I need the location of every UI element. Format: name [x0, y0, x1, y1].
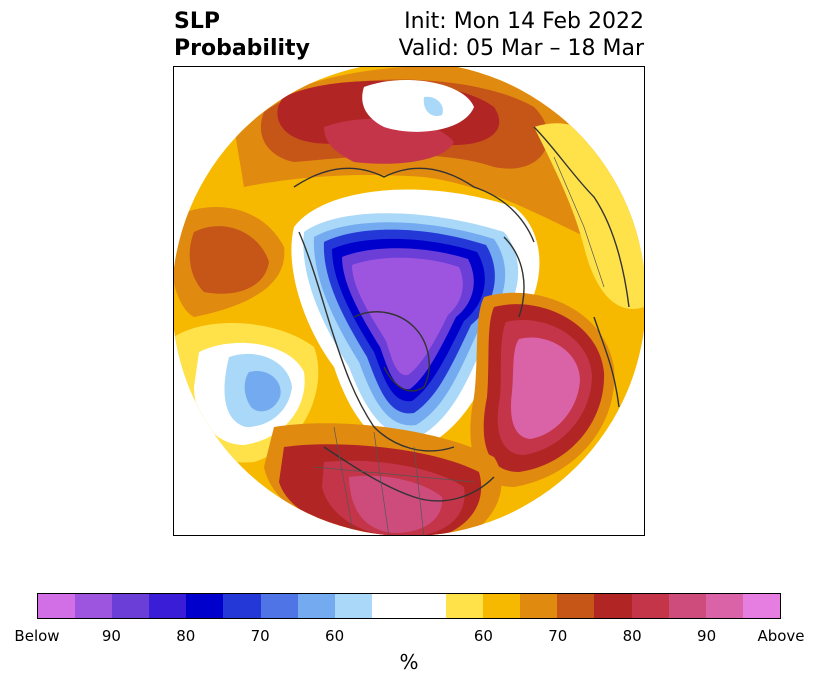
- colorbar-swatch: [446, 594, 484, 618]
- colorbar-unit-label: %: [399, 650, 419, 674]
- colorbar-tick-label: Above: [757, 627, 805, 645]
- chart-title-right: Init: Mon 14 Feb 2022 Valid: 05 Mar – 18…: [399, 8, 644, 62]
- na-95: [352, 257, 463, 376]
- colorbar-tick-label: 60: [473, 627, 493, 645]
- arctic-white: [362, 79, 474, 132]
- arctic-blue: [423, 96, 443, 117]
- product-name: Probability: [174, 36, 310, 61]
- atlantic-90: [510, 337, 580, 439]
- colorbar-swatch: [297, 594, 335, 618]
- colorbar-tick-label: 80: [622, 627, 642, 645]
- colorbar-swatch: [631, 594, 669, 618]
- variable-name: SLP: [174, 9, 220, 34]
- coastlines: [293, 126, 630, 502]
- map-canvas: [174, 67, 644, 535]
- aleutian-70: [244, 371, 281, 412]
- colorbar-swatch: [334, 594, 372, 618]
- chart-title-left: SLP Probability: [174, 8, 310, 62]
- init-date: Init: Mon 14 Feb 2022: [404, 9, 644, 34]
- colorbar-swatch: [742, 594, 780, 618]
- probability-map: [173, 66, 645, 536]
- colorbar-swatch: [705, 594, 743, 618]
- colorbar-swatch: [186, 594, 224, 618]
- pacific-75: [189, 226, 269, 294]
- colorbar-swatch: [371, 594, 409, 618]
- valid-range: Valid: 05 Mar – 18 Mar: [398, 36, 644, 61]
- colorbar-swatch: [408, 594, 447, 618]
- colorbar-swatch: [38, 594, 76, 618]
- colorbar-swatch: [594, 594, 632, 618]
- colorbar-tick-label: Below: [14, 627, 60, 645]
- colorbar-tick-label: 70: [250, 627, 270, 645]
- colorbar-swatch: [75, 594, 113, 618]
- colorbar-tick-label: 90: [101, 627, 121, 645]
- colorbar-swatch: [112, 594, 150, 618]
- colorbar-swatch: [223, 594, 261, 618]
- colorbar-swatch: [260, 594, 298, 618]
- colorbar-swatch: [483, 594, 521, 618]
- colorbar-swatch: [557, 594, 595, 618]
- colorbar-tick-label: 60: [325, 627, 345, 645]
- colorbar: [37, 593, 781, 619]
- colorbar-swatch: [520, 594, 558, 618]
- colorbar-swatch: [149, 594, 187, 618]
- colorbar-tick-label: 80: [176, 627, 196, 645]
- colorbar-swatch: [668, 594, 706, 618]
- colorbar-tick-label: 90: [697, 627, 717, 645]
- colorbar-tick-label: 70: [548, 627, 568, 645]
